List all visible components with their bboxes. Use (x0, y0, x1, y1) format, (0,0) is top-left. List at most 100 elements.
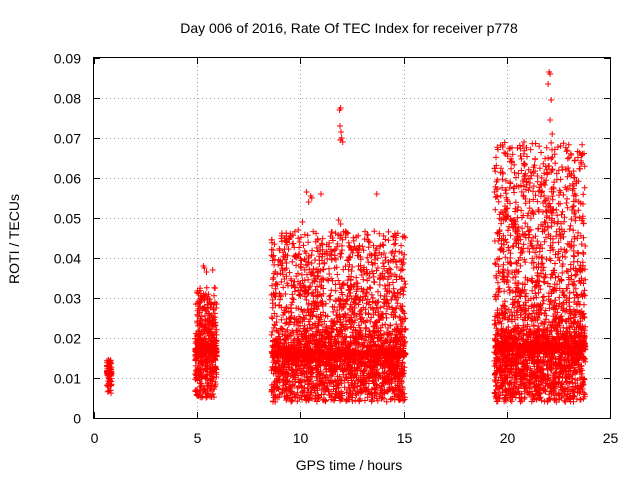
data-point (376, 230, 383, 237)
data-point (335, 277, 342, 284)
data-point (385, 373, 392, 379)
data-point (381, 360, 387, 367)
data-point (539, 245, 546, 252)
data-point (358, 272, 365, 278)
data-points (104, 69, 589, 405)
data-point (311, 383, 318, 390)
data-point (399, 384, 406, 391)
data-point (323, 241, 330, 248)
data-point (320, 391, 327, 398)
data-point (334, 240, 341, 247)
data-point (503, 177, 509, 184)
data-point (283, 260, 290, 266)
data-point (368, 367, 375, 374)
data-point (301, 290, 308, 297)
data-point (361, 368, 368, 375)
data-point (348, 246, 355, 252)
data-point (272, 350, 279, 357)
data-point (291, 371, 298, 378)
data-point (201, 348, 208, 355)
data-point (355, 232, 362, 239)
data-point (212, 366, 219, 372)
data-point (364, 236, 371, 243)
data-point (348, 323, 355, 330)
data-point (320, 285, 327, 292)
data-point (526, 198, 533, 205)
data-point (318, 282, 325, 289)
data-point (332, 354, 338, 361)
data-point (298, 331, 305, 338)
data-point (288, 345, 295, 352)
data-point (268, 331, 275, 338)
data-point (499, 184, 506, 191)
data-point (313, 313, 320, 320)
data-point (392, 393, 398, 400)
data-point (204, 379, 211, 386)
data-point (317, 299, 324, 306)
data-point (362, 306, 369, 313)
data-point (306, 364, 313, 371)
data-point (303, 373, 310, 380)
data-point (388, 347, 395, 354)
data-point (309, 269, 316, 276)
data-point (294, 352, 301, 358)
data-point (399, 325, 406, 332)
data-point (365, 370, 372, 377)
data-point (363, 324, 370, 331)
data-point (536, 165, 543, 172)
data-point (304, 232, 311, 239)
data-point (192, 301, 199, 308)
data-point (357, 308, 364, 315)
data-point (197, 295, 204, 302)
data-point (320, 378, 327, 385)
data-point (304, 306, 311, 313)
data-point (579, 141, 586, 148)
data-point (549, 166, 556, 173)
data-point (342, 263, 349, 270)
data-point (316, 337, 323, 344)
data-point (348, 367, 355, 374)
data-point (281, 307, 288, 314)
data-point (563, 200, 570, 206)
data-point (210, 332, 217, 339)
data-point (211, 394, 217, 401)
data-point (396, 386, 403, 393)
data-point (388, 363, 395, 369)
data-point (302, 335, 309, 341)
data-point (580, 251, 587, 257)
data-point (274, 281, 281, 288)
data-point (387, 270, 394, 277)
data-point (298, 234, 304, 241)
data-point (300, 315, 307, 322)
data-point (334, 271, 341, 278)
data-point (352, 300, 359, 307)
data-point (271, 341, 278, 348)
data-point (330, 308, 337, 315)
data-point (571, 253, 578, 260)
data-point (369, 352, 375, 359)
data-point (368, 396, 375, 403)
data-point (401, 233, 408, 240)
data-point (194, 365, 201, 372)
data-point (564, 195, 570, 202)
data-point (372, 247, 379, 254)
data-point (393, 327, 400, 334)
data-point (198, 372, 205, 379)
data-point (280, 284, 287, 291)
data-point (370, 273, 377, 280)
data-point (317, 311, 324, 318)
data-point (297, 287, 304, 294)
data-point (275, 360, 282, 367)
data-point (284, 252, 291, 259)
data-point (393, 321, 400, 328)
data-point (331, 255, 338, 262)
data-point (346, 261, 353, 268)
data-point (316, 318, 323, 325)
data-point (288, 277, 295, 284)
data-point (385, 237, 392, 244)
data-point (517, 398, 524, 405)
data-point (374, 288, 381, 295)
data-point (336, 311, 343, 318)
data-point (363, 290, 370, 297)
data-point (371, 341, 378, 348)
